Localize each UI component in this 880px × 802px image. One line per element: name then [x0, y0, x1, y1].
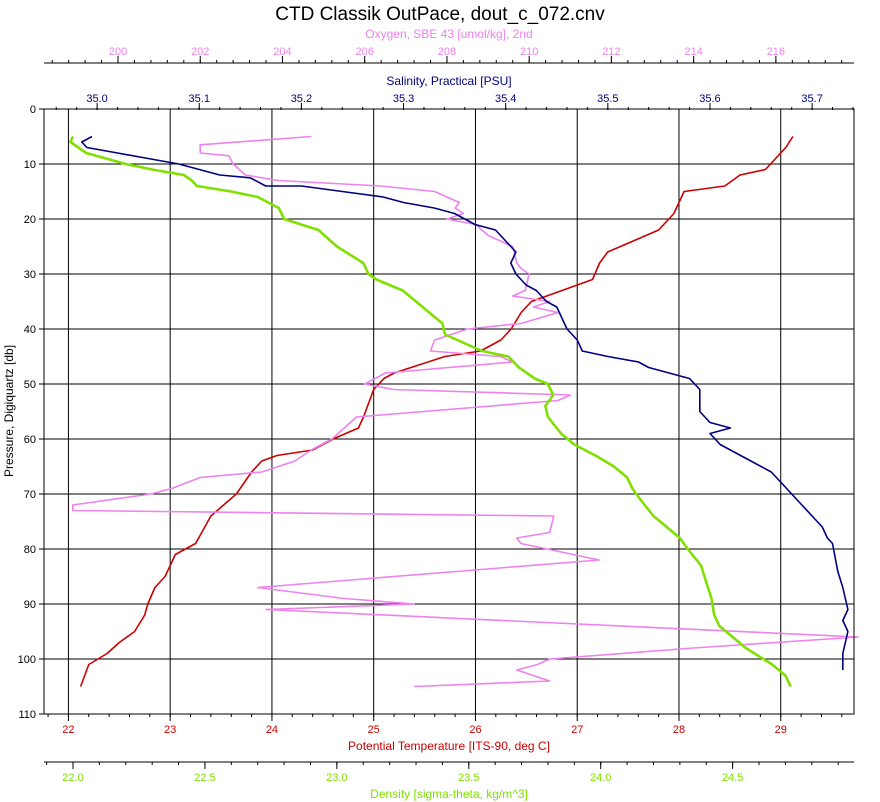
- temperature-tick-label: 25: [368, 724, 380, 736]
- density-profile-line: [69, 135, 792, 688]
- salinity-tick-label: 35.4: [495, 93, 516, 105]
- y-tick-label: 40: [24, 324, 36, 336]
- y-tick-label: 50: [24, 379, 36, 391]
- oxygen-tick-label: 202: [191, 46, 209, 58]
- y-axis-label: Pressure, Digiquartz [db]: [2, 345, 16, 477]
- oxygen-tick-label: 204: [273, 46, 291, 58]
- y-tick-label: 80: [24, 544, 36, 556]
- temperature-axis-label: Potential Temperature [ITS-90, deg C]: [348, 739, 550, 753]
- salinity-tick-label: 35.1: [189, 93, 210, 105]
- salinity-tick-label: 35.3: [393, 93, 414, 105]
- density-tick-label: 22.5: [194, 772, 215, 784]
- density-tick-label: 23.5: [458, 772, 479, 784]
- density-tick-label: 24.0: [590, 772, 611, 784]
- y-tick-label: 30: [24, 269, 36, 281]
- y-tick-label: 70: [24, 489, 36, 501]
- salinity-axis-label: Salinity, Practical [PSU]: [386, 74, 511, 88]
- temperature-tick-label: 22: [62, 724, 74, 736]
- y-tick-label: 20: [24, 214, 36, 226]
- oxygen-tick-label: 216: [767, 46, 785, 58]
- chart-title: CTD Classik OutPace, dout_c_072.cnv: [275, 4, 605, 25]
- salinity-tick-label: 35.2: [291, 93, 312, 105]
- oxygen-tick-label: 206: [356, 46, 374, 58]
- salinity-tick-label: 35.7: [801, 93, 822, 105]
- y-tick-label: 110: [18, 709, 36, 721]
- y-tick-label: 10: [24, 159, 36, 171]
- salinity-profile-line: [81, 135, 849, 670]
- y-tick-label: 0: [30, 104, 36, 116]
- grid: [44, 109, 854, 714]
- oxygen-axis-label: Oxygen, SBE 43 [umol/kg], 2nd: [365, 27, 532, 41]
- oxygen-tick-label: 212: [602, 46, 620, 58]
- oxygen-tick-label: 214: [684, 46, 702, 58]
- temperature-tick-label: 23: [164, 724, 176, 736]
- temperature-tick-label: 26: [469, 724, 481, 736]
- y-tick-label: 90: [24, 599, 36, 611]
- y-tick-label: 100: [18, 654, 36, 666]
- temperature-tick-label: 29: [775, 724, 787, 736]
- temperature-tick-label: 24: [266, 724, 278, 736]
- salinity-tick-label: 35.6: [699, 93, 720, 105]
- y-tick-label: 60: [24, 434, 36, 446]
- density-tick-label: 22.0: [62, 772, 83, 784]
- density-axis-label: Density [sigma-theta, kg/m^3]: [370, 787, 528, 801]
- axes: 0 10 20 30 40 50 60 70 80 90 100 110 200 202 204 206 208…: [18, 27, 854, 801]
- oxygen-tick-label: 208: [438, 46, 456, 58]
- salinity-tick-label: 35.0: [86, 93, 107, 105]
- temperature-tick-label: 27: [571, 724, 583, 736]
- salinity-tick-label: 35.5: [597, 93, 618, 105]
- oxygen-tick-label: 200: [109, 46, 127, 58]
- oxygen-profile-line: [72, 135, 859, 688]
- oxygen-tick-label: 210: [520, 46, 538, 58]
- density-tick-label: 24.5: [722, 772, 743, 784]
- plot-frame: [43, 108, 855, 715]
- temperature-tick-label: 28: [673, 724, 685, 736]
- density-tick-label: 23.0: [326, 772, 347, 784]
- series-lines: [69, 135, 859, 688]
